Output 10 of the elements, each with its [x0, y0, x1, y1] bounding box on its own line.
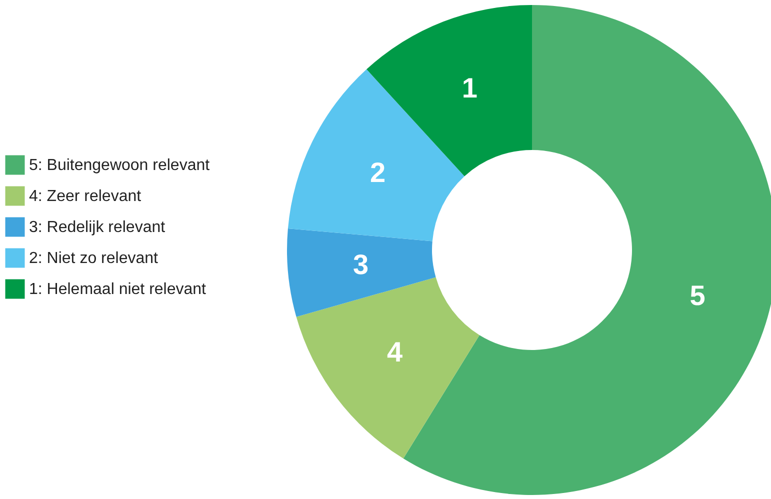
text: 5	[690, 280, 706, 311]
legend-label: 5: Buitengewoon relevant	[29, 157, 210, 174]
legend-label: 2: Niet zo relevant	[29, 250, 159, 267]
legend-label: 4: Zeer relevant	[29, 188, 142, 205]
legend-label: 3: Redelijk relevant	[29, 219, 166, 236]
legend-label: 1: Helemaal niet relevant	[29, 281, 207, 298]
text: 3	[352, 249, 369, 280]
text: 4	[386, 336, 403, 368]
text: 2	[370, 156, 386, 188]
text: 1	[462, 72, 478, 104]
